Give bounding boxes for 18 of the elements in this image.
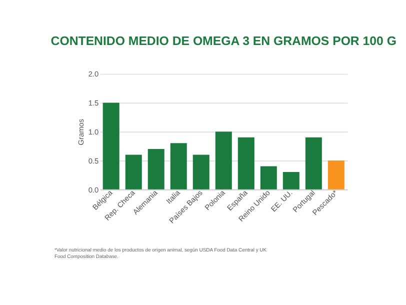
y-tick-label: 0.0	[88, 185, 99, 194]
bar	[170, 143, 187, 190]
bar	[305, 137, 322, 190]
y-tick-label: 0.5	[88, 156, 99, 166]
bar	[148, 148, 164, 190]
bar	[328, 160, 344, 190]
bar	[125, 154, 142, 190]
y-tick-label: 1.0	[88, 128, 99, 137]
bar	[260, 166, 277, 190]
chart-title: CONTENIDO MEDIO DE OMEGA 3 EN GRAMOS POR 100 G	[50, 34, 396, 48]
bar	[238, 137, 254, 190]
y-tick-label: 1.5	[88, 98, 99, 108]
bar	[192, 154, 210, 190]
y-tick-label: 2.0	[88, 70, 99, 79]
bar	[215, 132, 232, 190]
y-axis-title: Gramos	[76, 118, 86, 146]
bar	[102, 102, 120, 190]
bar	[282, 172, 300, 190]
